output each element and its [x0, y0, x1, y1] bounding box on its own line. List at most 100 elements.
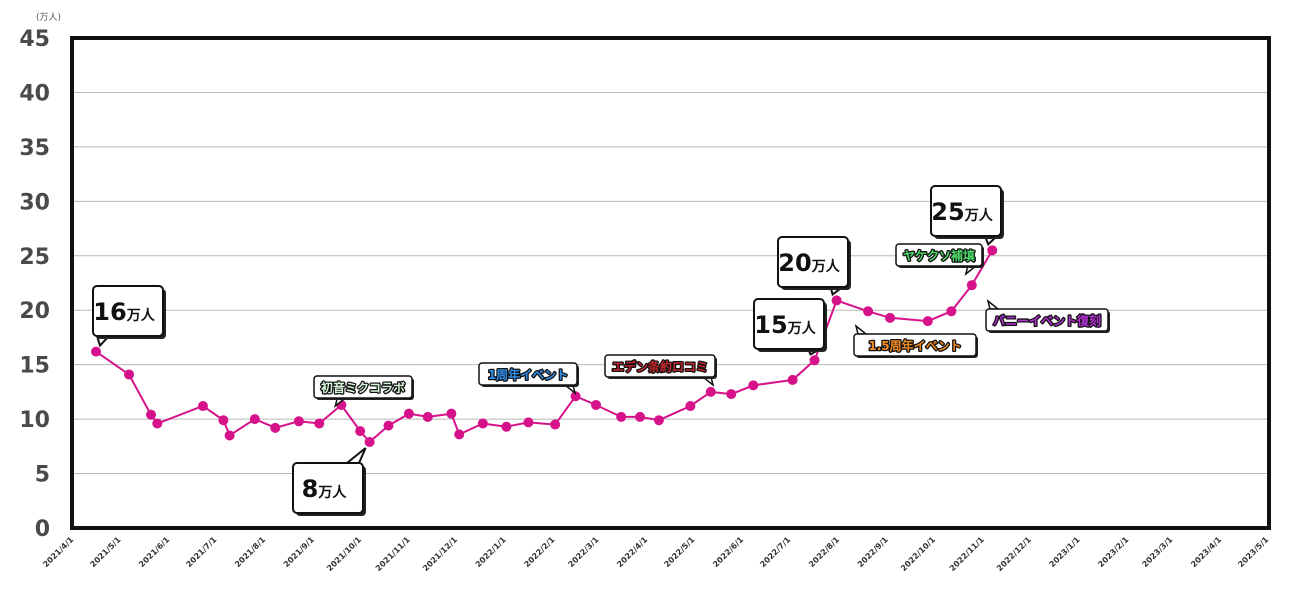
data-point: [124, 369, 135, 380]
data-point: [197, 401, 208, 412]
value-callout: 20万人: [777, 236, 851, 297]
callout-label: 1周年イベント: [488, 367, 568, 382]
x-tick-label: 2022/2/1: [522, 535, 556, 569]
callout-box: [853, 333, 977, 357]
x-tick-label: 2021/5/1: [88, 535, 122, 569]
data-point: [922, 316, 933, 327]
callout-box: [753, 298, 825, 350]
callout-box: [895, 243, 983, 267]
callout-unit: 万人: [317, 484, 347, 501]
data-point: [705, 386, 716, 397]
callout-unit: 万人: [787, 320, 817, 337]
data-point: [635, 411, 646, 422]
event-callout: 1.5周年イベント: [853, 324, 978, 358]
data-point: [550, 419, 561, 430]
x-tick-label: 2022/5/1: [662, 535, 696, 569]
data-point: [831, 295, 842, 306]
callout-box: [478, 362, 578, 386]
data-point: [809, 355, 820, 366]
x-tick-label: 2023/2/1: [1096, 535, 1130, 569]
data-point: [570, 391, 581, 402]
callout-box: [930, 185, 1002, 237]
callout-tail: [344, 447, 367, 464]
callout-number: 25: [931, 198, 964, 226]
y-tick-label: 0: [35, 517, 50, 542]
data-point: [146, 409, 157, 420]
data-point: [314, 418, 325, 429]
event-callout: 初音ミクコラボ: [313, 375, 414, 408]
x-tick-label: 2022/11/1: [948, 535, 986, 573]
data-point: [946, 306, 957, 317]
callout-box: [777, 236, 849, 288]
x-tick-label: 2021/10/1: [325, 535, 363, 573]
callout-box: [292, 462, 364, 514]
x-tick-label: 2023/5/1: [1236, 535, 1270, 569]
data-point: [966, 280, 977, 291]
callout-tail: [986, 299, 1001, 310]
callout-box: [92, 285, 164, 337]
data-point: [293, 416, 304, 427]
event-callout: ヤケクソ補填: [895, 243, 984, 276]
data-point: [403, 408, 414, 419]
data-point: [224, 430, 235, 441]
callout-value: 20万人: [778, 249, 840, 277]
x-tick-label: 2022/6/1: [711, 535, 745, 569]
data-point: [591, 399, 602, 410]
y-unit-label: (万人): [36, 12, 61, 23]
data-point: [885, 312, 896, 323]
callout-value: 15万人: [754, 311, 816, 339]
callout-tail: [854, 324, 869, 335]
callout-label: エデン条約ロコミ: [612, 359, 708, 374]
data-point: [355, 426, 366, 437]
x-axis: 2021/4/1 2021/5/1 2021/6/1 2021/7/1 2021/8/1…: [41, 535, 1270, 573]
y-tick-label: 5: [35, 463, 50, 488]
event-callout: バニーイベント復刻: [985, 299, 1110, 333]
event-callout: 1周年イベント: [478, 362, 579, 395]
data-point: [523, 417, 534, 428]
x-tick-label: 2023/1/1: [1048, 535, 1082, 569]
plot-frame: [70, 36, 1271, 530]
x-tick-label: 2021/9/1: [282, 535, 316, 569]
x-tick-label: 2021/12/1: [421, 535, 459, 573]
value-callout: 15万人: [753, 298, 827, 356]
data-point: [787, 374, 798, 385]
callout-unit: 万人: [811, 258, 841, 275]
x-tick-label: 2021/7/1: [184, 535, 218, 569]
y-tick-label: 40: [19, 81, 50, 106]
y-tick-label: 25: [19, 245, 50, 270]
callout-box: [604, 354, 716, 378]
callout-number: 16: [93, 298, 126, 326]
x-tick-label: 2022/9/1: [856, 535, 890, 569]
data-point: [446, 408, 457, 419]
data-point: [748, 380, 759, 391]
callout-number: 15: [754, 311, 787, 339]
data-point: [616, 411, 627, 422]
data-point: [270, 422, 281, 433]
callout-value: 16万人: [93, 298, 155, 326]
callout-number: 20: [778, 249, 811, 277]
data-point: [454, 429, 465, 440]
x-tick-label: 2023/4/1: [1189, 535, 1223, 569]
data-point: [501, 421, 512, 432]
x-tick-label: 2021/11/1: [374, 535, 412, 573]
callout-label: 初音ミクコラボ: [321, 380, 405, 395]
x-tick-label: 2021/6/1: [137, 535, 171, 569]
callout-number: 8: [302, 475, 319, 503]
data-point: [152, 418, 163, 429]
callout-box: [313, 375, 413, 399]
data-point: [218, 415, 229, 426]
event-callout: エデン条約ロコミ: [604, 354, 717, 387]
callout-value: 25万人: [931, 198, 993, 226]
callout-value: 8万人: [302, 475, 348, 503]
data-point: [987, 245, 998, 256]
data-point: [422, 411, 433, 422]
callout-box: [985, 308, 1109, 332]
y-tick-label: 15: [19, 354, 50, 379]
y-tick-label: 30: [19, 190, 50, 215]
x-tick-label: 2022/12/1: [995, 535, 1033, 573]
value-callout: 25万人: [930, 185, 1004, 247]
x-tick-label: 2022/10/1: [899, 535, 937, 573]
y-tick-label: 45: [19, 27, 50, 52]
x-tick-label: 2022/8/1: [807, 535, 841, 569]
data-point: [685, 401, 696, 412]
